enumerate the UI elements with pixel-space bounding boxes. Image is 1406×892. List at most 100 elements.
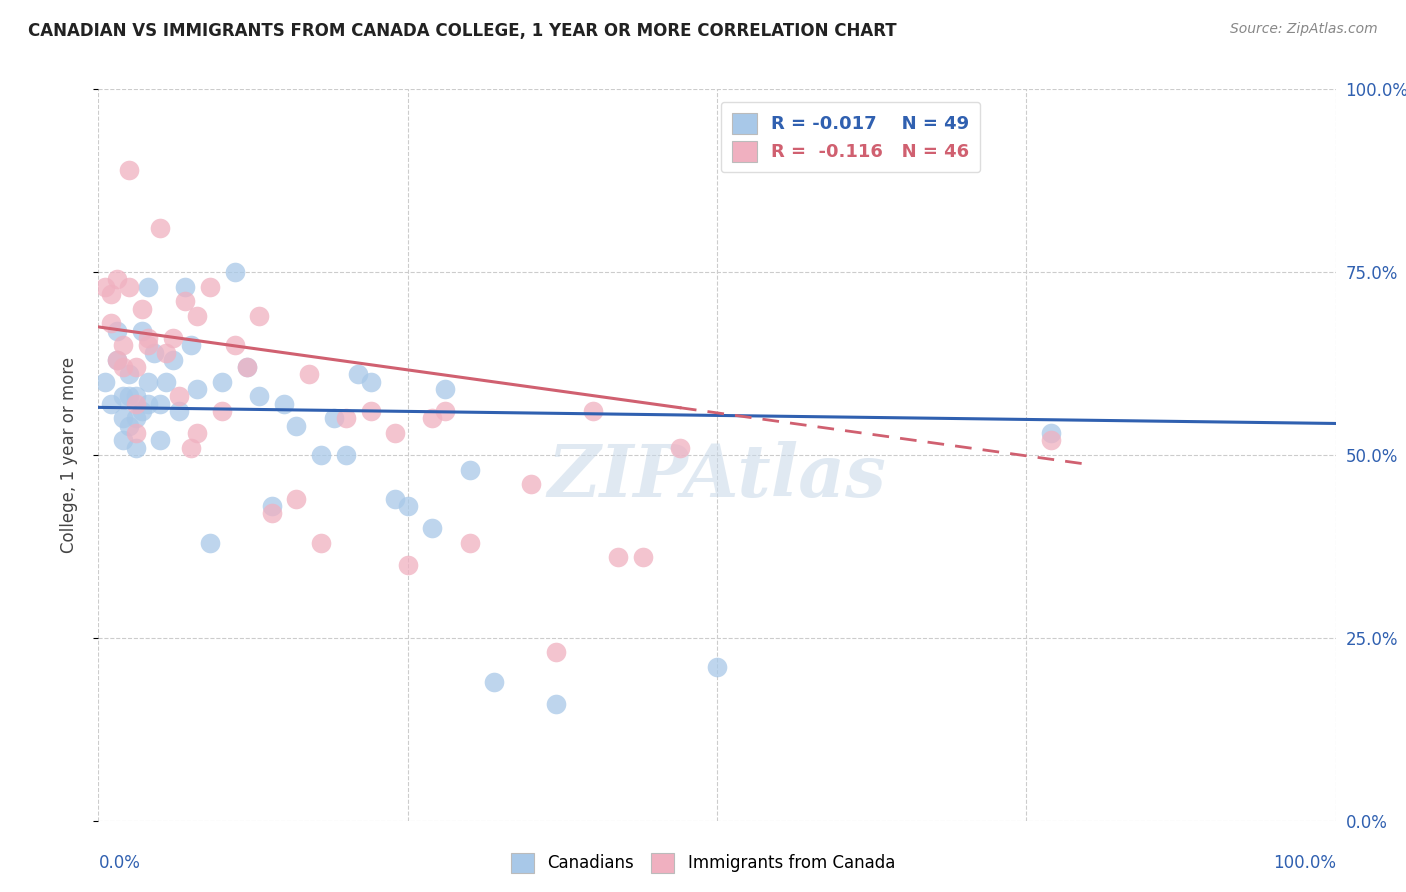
- Point: [236, 360, 259, 375]
- Point: [211, 375, 233, 389]
- Point: [247, 389, 270, 403]
- Text: ZIPAtlas: ZIPAtlas: [548, 442, 886, 512]
- Point: [186, 425, 208, 440]
- Legend: Canadians, Immigrants from Canada: Canadians, Immigrants from Canada: [505, 847, 901, 880]
- Point: [124, 411, 146, 425]
- Point: [143, 345, 166, 359]
- Legend: R = -0.017    N = 49, R =  -0.116   N = 46: R = -0.017 N = 49, R = -0.116 N = 46: [721, 102, 980, 172]
- Text: 0.0%: 0.0%: [98, 854, 141, 871]
- Point: [384, 425, 406, 440]
- Point: [100, 316, 122, 330]
- Point: [458, 462, 481, 476]
- Point: [260, 507, 283, 521]
- Point: [174, 294, 197, 309]
- Point: [149, 397, 172, 411]
- Point: [136, 331, 159, 345]
- Point: [309, 448, 332, 462]
- Point: [124, 360, 146, 375]
- Point: [100, 397, 122, 411]
- Point: [131, 324, 153, 338]
- Y-axis label: College, 1 year or more: College, 1 year or more: [59, 357, 77, 553]
- Point: [112, 434, 135, 448]
- Point: [360, 404, 382, 418]
- Point: [131, 301, 153, 316]
- Point: [136, 397, 159, 411]
- Point: [180, 441, 202, 455]
- Point: [360, 375, 382, 389]
- Point: [335, 411, 357, 425]
- Point: [285, 491, 308, 506]
- Point: [285, 418, 308, 433]
- Point: [309, 535, 332, 549]
- Point: [322, 411, 344, 425]
- Point: [105, 352, 128, 367]
- Point: [112, 360, 135, 375]
- Point: [260, 499, 283, 513]
- Point: [162, 331, 184, 345]
- Point: [155, 375, 177, 389]
- Point: [198, 279, 221, 293]
- Point: [124, 425, 146, 440]
- Point: [174, 279, 197, 293]
- Point: [607, 550, 630, 565]
- Point: [105, 352, 128, 367]
- Point: [520, 477, 543, 491]
- Point: [118, 418, 141, 433]
- Point: [198, 535, 221, 549]
- Point: [131, 404, 153, 418]
- Text: Source: ZipAtlas.com: Source: ZipAtlas.com: [1230, 22, 1378, 37]
- Text: CANADIAN VS IMMIGRANTS FROM CANADA COLLEGE, 1 YEAR OR MORE CORRELATION CHART: CANADIAN VS IMMIGRANTS FROM CANADA COLLE…: [28, 22, 897, 40]
- Point: [484, 674, 506, 689]
- Point: [298, 368, 321, 382]
- Point: [124, 389, 146, 403]
- Point: [247, 309, 270, 323]
- Point: [155, 345, 177, 359]
- Point: [582, 404, 605, 418]
- Point: [186, 382, 208, 396]
- Point: [112, 411, 135, 425]
- Point: [422, 411, 444, 425]
- Point: [631, 550, 654, 565]
- Point: [273, 397, 295, 411]
- Point: [112, 389, 135, 403]
- Point: [458, 535, 481, 549]
- Point: [546, 697, 568, 711]
- Point: [236, 360, 259, 375]
- Point: [396, 499, 419, 513]
- Point: [136, 338, 159, 352]
- Point: [167, 389, 190, 403]
- Point: [433, 404, 456, 418]
- Point: [186, 309, 208, 323]
- Point: [422, 521, 444, 535]
- Point: [124, 441, 146, 455]
- Point: [384, 491, 406, 506]
- Point: [162, 352, 184, 367]
- Point: [112, 338, 135, 352]
- Point: [118, 389, 141, 403]
- Point: [105, 324, 128, 338]
- Point: [224, 265, 246, 279]
- Point: [136, 375, 159, 389]
- Point: [118, 368, 141, 382]
- Point: [149, 221, 172, 235]
- Point: [124, 397, 146, 411]
- Point: [1040, 434, 1063, 448]
- Point: [149, 434, 172, 448]
- Point: [335, 448, 357, 462]
- Point: [669, 441, 692, 455]
- Point: [224, 338, 246, 352]
- Point: [396, 558, 419, 572]
- Point: [433, 382, 456, 396]
- Point: [347, 368, 370, 382]
- Point: [105, 272, 128, 286]
- Point: [136, 279, 159, 293]
- Point: [211, 404, 233, 418]
- Point: [1040, 425, 1063, 440]
- Text: 100.0%: 100.0%: [1272, 854, 1336, 871]
- Point: [118, 279, 141, 293]
- Point: [706, 660, 728, 674]
- Point: [118, 162, 141, 177]
- Point: [100, 287, 122, 301]
- Point: [546, 645, 568, 659]
- Point: [93, 375, 115, 389]
